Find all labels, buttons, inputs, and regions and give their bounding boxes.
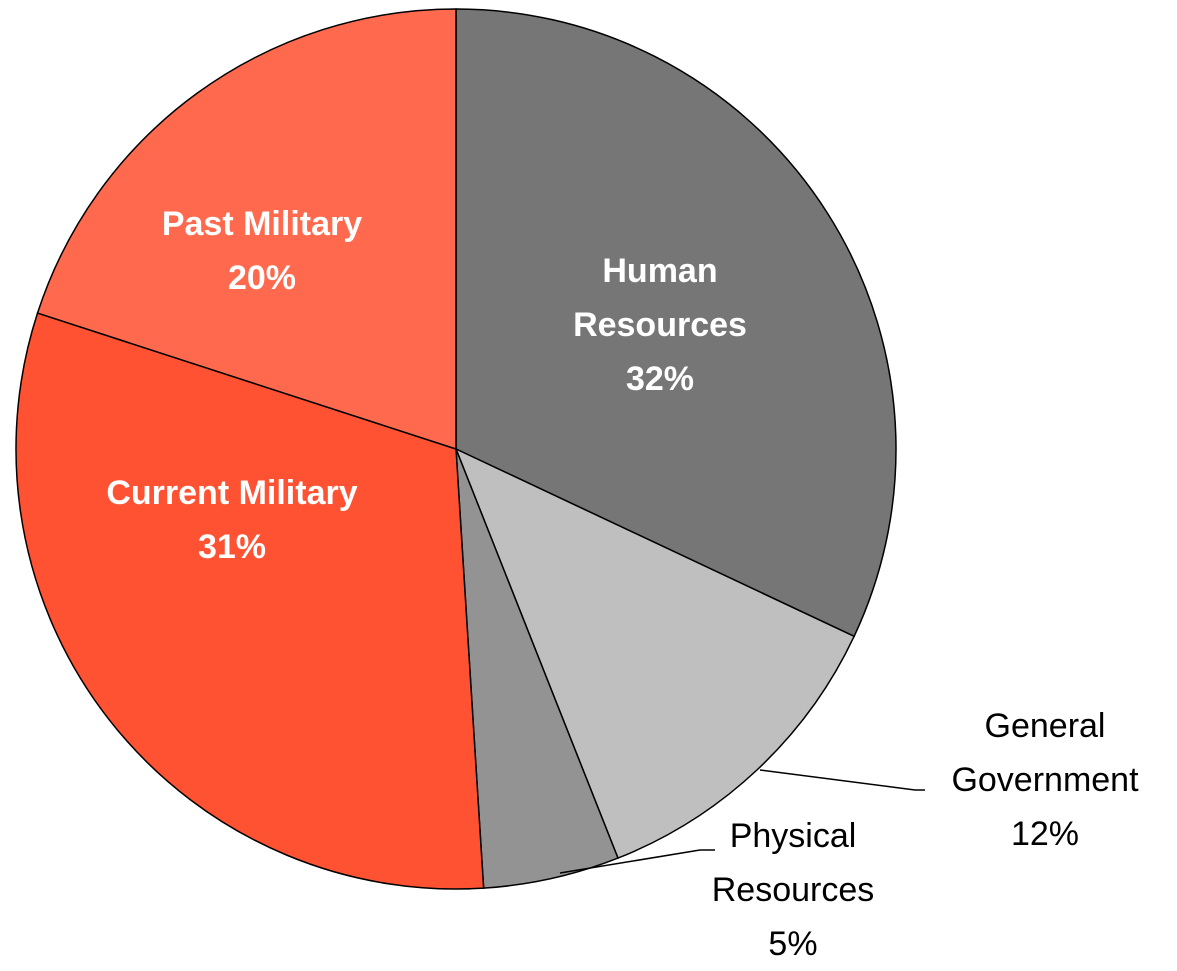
pie-slice bbox=[455, 8, 897, 638]
leader-line bbox=[559, 849, 715, 874]
slice-label: General Government 12% bbox=[915, 699, 1175, 861]
category-label: Past Military bbox=[161, 205, 363, 243]
slice-label: Physical Resources 5% bbox=[683, 809, 903, 971]
pie-slice bbox=[36, 8, 457, 451]
category-label: Current Military bbox=[106, 474, 358, 512]
value-label: 20% bbox=[227, 259, 297, 297]
value-label: 12% bbox=[1010, 815, 1080, 853]
category-label: Human Resources bbox=[573, 252, 747, 344]
slice-label: Human Resources 32% bbox=[545, 244, 775, 406]
slice-label: Past Military 20% bbox=[112, 197, 412, 305]
value-label: 31% bbox=[197, 528, 267, 566]
leader-line bbox=[759, 769, 925, 791]
category-label: General Government bbox=[951, 707, 1139, 799]
value-label: 32% bbox=[625, 360, 695, 398]
value-label: 5% bbox=[768, 925, 818, 963]
pie-slice bbox=[15, 312, 485, 890]
pie-slice bbox=[454, 447, 856, 860]
slice-label: Current Military 31% bbox=[52, 466, 412, 574]
category-label: Physical Resources bbox=[711, 817, 875, 909]
